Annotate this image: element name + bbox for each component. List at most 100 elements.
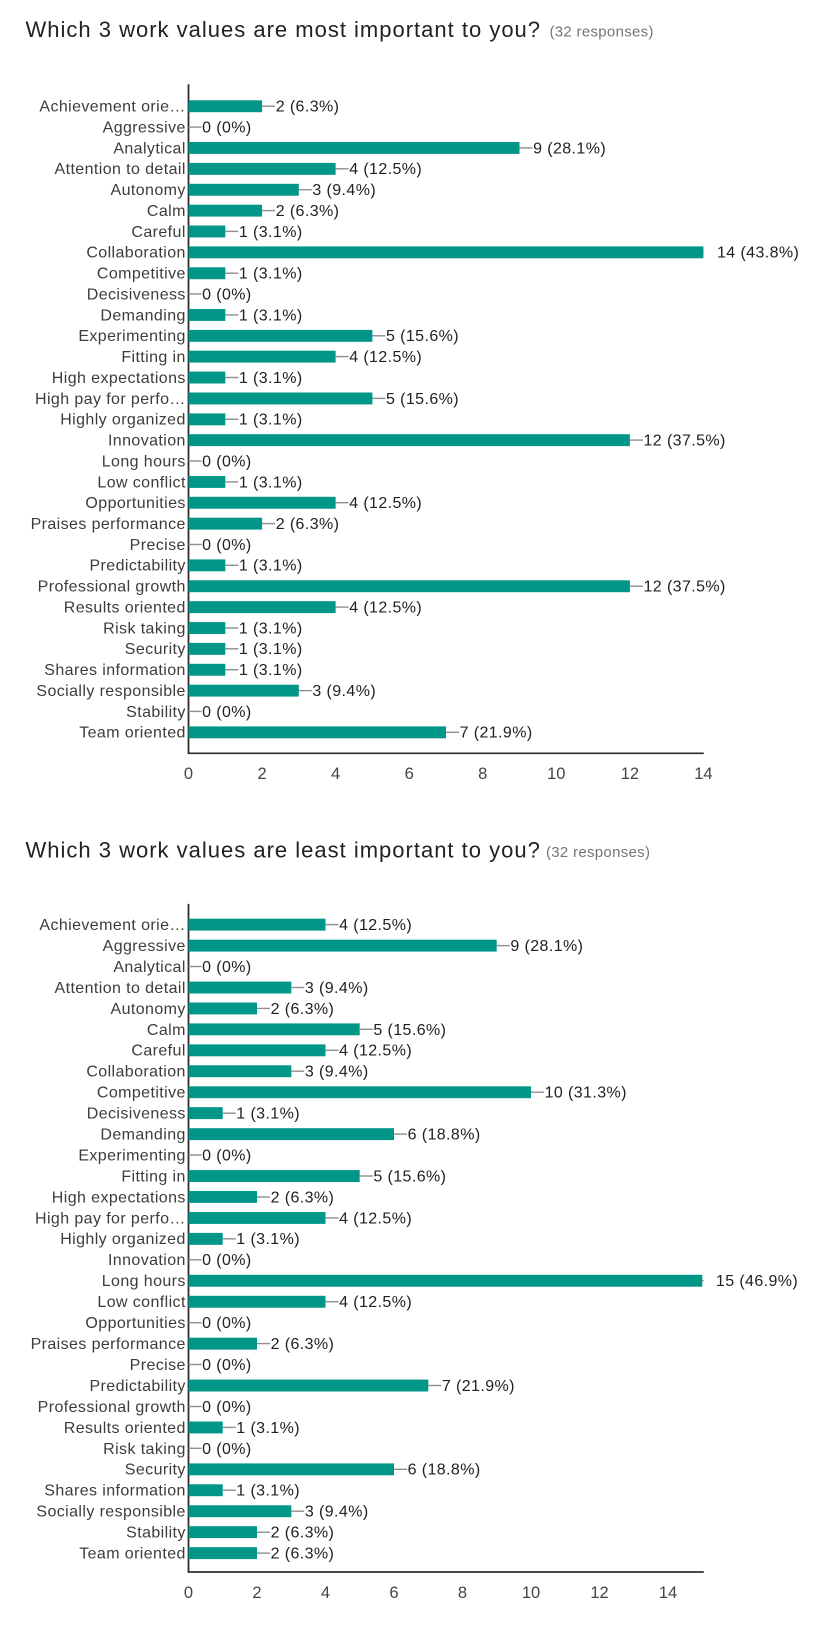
svg-text:2: 2 <box>258 765 267 783</box>
svg-text:Predictability: Predictability <box>89 1378 185 1395</box>
svg-text:10 (31.3%): 10 (31.3%) <box>545 1085 627 1102</box>
svg-text:12: 12 <box>621 765 639 783</box>
svg-text:14 (43.8%): 14 (43.8%) <box>717 245 799 262</box>
svg-text:2 (6.3%): 2 (6.3%) <box>271 1336 335 1353</box>
svg-text:Collaboration: Collaboration <box>86 1064 185 1081</box>
svg-text:Opportunities: Opportunities <box>85 495 185 512</box>
svg-text:0 (0%): 0 (0%) <box>202 704 252 721</box>
svg-text:Achievement orie…: Achievement orie… <box>39 99 185 116</box>
svg-text:12 (37.5%): 12 (37.5%) <box>644 433 726 450</box>
svg-text:6 (18.8%): 6 (18.8%) <box>408 1127 481 1144</box>
svg-text:Careful: Careful <box>131 1043 185 1060</box>
svg-text:0 (0%): 0 (0%) <box>202 120 252 137</box>
svg-text:Results oriented: Results oriented <box>64 600 186 617</box>
svg-text:4 (12.5%): 4 (12.5%) <box>339 1043 412 1060</box>
svg-text:Praises performance: Praises performance <box>31 1336 186 1353</box>
svg-text:Achievement orie…: Achievement orie… <box>39 917 185 934</box>
svg-text:2 (6.3%): 2 (6.3%) <box>276 203 340 220</box>
svg-text:Praises performance: Praises performance <box>31 516 186 533</box>
svg-text:Attention to detail: Attention to detail <box>55 161 186 178</box>
svg-text:0 (0%): 0 (0%) <box>202 1357 252 1374</box>
svg-text:Attention to detail: Attention to detail <box>55 980 186 997</box>
svg-text:Autonomy: Autonomy <box>111 182 186 199</box>
svg-text:Professional growth: Professional growth <box>38 579 186 596</box>
svg-text:8: 8 <box>458 1584 467 1602</box>
svg-text:4 (12.5%): 4 (12.5%) <box>339 1294 412 1311</box>
svg-text:Stability: Stability <box>126 704 186 721</box>
svg-text:5 (15.6%): 5 (15.6%) <box>386 391 459 408</box>
svg-text:4 (12.5%): 4 (12.5%) <box>339 917 412 934</box>
svg-text:12: 12 <box>590 1584 608 1602</box>
svg-text:1 (3.1%): 1 (3.1%) <box>239 641 303 658</box>
svg-text:1 (3.1%): 1 (3.1%) <box>236 1483 300 1500</box>
svg-text:6: 6 <box>405 765 414 783</box>
svg-text:Low conflict: Low conflict <box>97 474 186 491</box>
svg-text:Socially responsible: Socially responsible <box>36 683 185 700</box>
svg-text:4: 4 <box>321 1584 330 1602</box>
svg-text:Demanding: Demanding <box>100 1127 185 1144</box>
svg-text:Experimenting: Experimenting <box>78 328 185 345</box>
svg-text:Team oriented: Team oriented <box>79 725 186 742</box>
svg-text:High pay for perfo…: High pay for perfo… <box>35 1210 186 1227</box>
svg-text:2 (6.3%): 2 (6.3%) <box>271 1189 335 1206</box>
svg-text:High pay for perfo…: High pay for perfo… <box>35 391 186 408</box>
svg-text:Competitive: Competitive <box>97 266 186 283</box>
svg-text:Experimenting: Experimenting <box>78 1148 185 1165</box>
svg-text:1 (3.1%): 1 (3.1%) <box>236 1420 300 1437</box>
svg-text:Fitting in: Fitting in <box>121 1168 185 1185</box>
svg-text:7 (21.9%): 7 (21.9%) <box>460 725 533 742</box>
svg-text:Security: Security <box>125 1462 186 1479</box>
svg-text:3 (9.4%): 3 (9.4%) <box>305 1064 369 1081</box>
svg-text:Risk taking: Risk taking <box>103 620 186 637</box>
svg-text:0 (0%): 0 (0%) <box>202 537 252 554</box>
svg-text:4 (12.5%): 4 (12.5%) <box>349 495 422 512</box>
svg-text:12 (37.5%): 12 (37.5%) <box>644 579 726 596</box>
svg-text:Careful: Careful <box>131 224 185 241</box>
svg-text:2 (6.3%): 2 (6.3%) <box>276 516 340 533</box>
svg-text:Competitive: Competitive <box>97 1085 186 1102</box>
svg-text:Autonomy: Autonomy <box>111 1001 186 1018</box>
svg-text:Decisiveness: Decisiveness <box>87 1106 186 1123</box>
svg-text:4 (12.5%): 4 (12.5%) <box>349 161 422 178</box>
svg-text:0 (0%): 0 (0%) <box>202 286 252 303</box>
svg-text:Calm: Calm <box>147 1022 186 1039</box>
svg-text:Precise: Precise <box>130 537 186 554</box>
svg-text:4 (12.5%): 4 (12.5%) <box>349 600 422 617</box>
svg-text:5 (15.6%): 5 (15.6%) <box>386 328 459 345</box>
svg-text:3 (9.4%): 3 (9.4%) <box>305 1504 369 1521</box>
svg-text:1 (3.1%): 1 (3.1%) <box>239 370 303 387</box>
svg-text:0 (0%): 0 (0%) <box>202 453 252 470</box>
svg-text:Analytical: Analytical <box>113 140 185 157</box>
svg-text:9 (28.1%): 9 (28.1%) <box>510 938 583 955</box>
svg-text:1 (3.1%): 1 (3.1%) <box>239 620 303 637</box>
svg-text:3 (9.4%): 3 (9.4%) <box>305 980 369 997</box>
svg-text:14: 14 <box>694 765 712 783</box>
svg-text:2 (6.3%): 2 (6.3%) <box>276 99 340 116</box>
svg-text:3 (9.4%): 3 (9.4%) <box>312 182 376 199</box>
svg-text:10: 10 <box>522 1584 540 1602</box>
svg-text:1 (3.1%): 1 (3.1%) <box>239 662 303 679</box>
svg-text:1 (3.1%): 1 (3.1%) <box>239 474 303 491</box>
svg-text:1 (3.1%): 1 (3.1%) <box>239 224 303 241</box>
svg-text:2: 2 <box>252 1584 261 1602</box>
svg-text:Aggressive: Aggressive <box>103 120 186 137</box>
svg-text:Precise: Precise <box>130 1357 186 1374</box>
svg-text:High expectations: High expectations <box>52 1189 186 1206</box>
svg-text:Highly organized: Highly organized <box>60 412 186 429</box>
svg-text:High expectations: High expectations <box>52 370 186 387</box>
svg-text:9 (28.1%): 9 (28.1%) <box>533 140 606 157</box>
svg-text:2 (6.3%): 2 (6.3%) <box>271 1546 335 1563</box>
svg-text:Shares information: Shares information <box>44 1483 186 1500</box>
svg-text:4: 4 <box>331 765 340 783</box>
svg-text:(32 responses): (32 responses) <box>550 24 654 41</box>
svg-text:Predictability: Predictability <box>89 558 185 575</box>
svg-text:5 (15.6%): 5 (15.6%) <box>373 1022 446 1039</box>
svg-text:1 (3.1%): 1 (3.1%) <box>236 1106 300 1123</box>
svg-text:Professional growth: Professional growth <box>38 1399 186 1416</box>
svg-text:Team oriented: Team oriented <box>79 1546 186 1563</box>
svg-text:Stability: Stability <box>126 1525 186 1542</box>
svg-text:6: 6 <box>389 1584 398 1602</box>
svg-text:Fitting in: Fitting in <box>121 349 185 366</box>
svg-text:Results oriented: Results oriented <box>64 1420 186 1437</box>
svg-text:1 (3.1%): 1 (3.1%) <box>239 307 303 324</box>
